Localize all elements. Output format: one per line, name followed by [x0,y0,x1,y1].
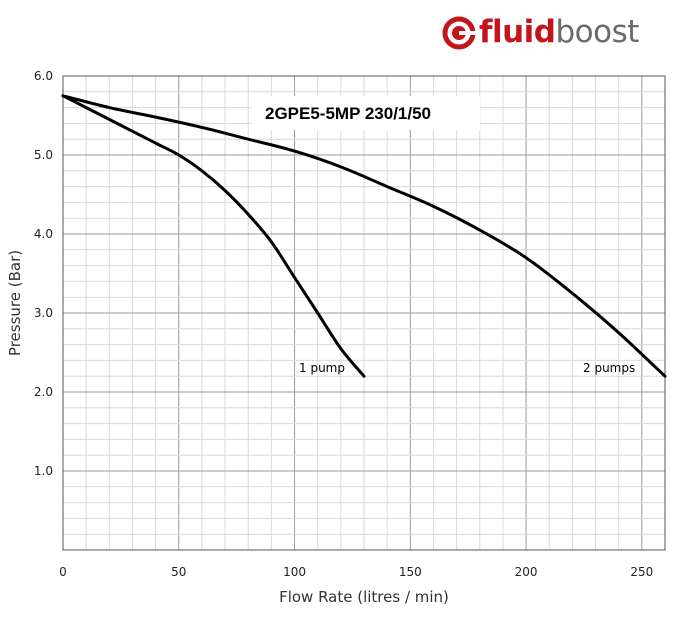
fluidboost-logo-icon [442,16,477,50]
brand-name: fluidboost [479,14,639,50]
plot-frame [62,75,666,551]
y-axis-ticks: 1.0 2.0 3.0 4.0 5.0 6.0 [34,69,53,478]
x-tick-label: 0 [59,565,67,579]
y-tick-label: 3.0 [34,306,53,320]
y-axis-label: Pressure (Bar) [6,250,24,356]
series-label-1: 1 pump [299,361,345,375]
y-tick-label: 4.0 [34,227,53,241]
y-tick-label: 6.0 [34,69,53,83]
brand-name-bold: fluid [479,14,556,50]
series-line-2 [61,94,667,378]
y-tick-label: 5.0 [34,148,53,162]
brand-logo: fluidboost [441,12,639,52]
x-axis-label: Flow Rate (litres / min) [279,588,449,606]
brand-name-light: boost [555,14,640,50]
chart-series: 1 pump 2 pumps [61,94,667,378]
chart-grid [63,76,665,550]
series-label-2: 2 pumps [583,361,635,375]
x-tick-label: 200 [515,565,538,579]
chart-title-background [252,96,480,130]
y-tick-label: 2.0 [34,385,53,399]
x-tick-label: 100 [283,565,306,579]
chart-title: 2GPE5-5MP 230/1/50 [265,104,431,123]
x-axis-ticks: 0 50 100 150 200 250 [59,565,653,579]
series-line-1 [61,94,366,378]
y-tick-label: 1.0 [34,464,53,478]
x-tick-label: 50 [171,565,186,579]
x-tick-label: 250 [630,565,653,579]
x-tick-label: 150 [399,565,422,579]
